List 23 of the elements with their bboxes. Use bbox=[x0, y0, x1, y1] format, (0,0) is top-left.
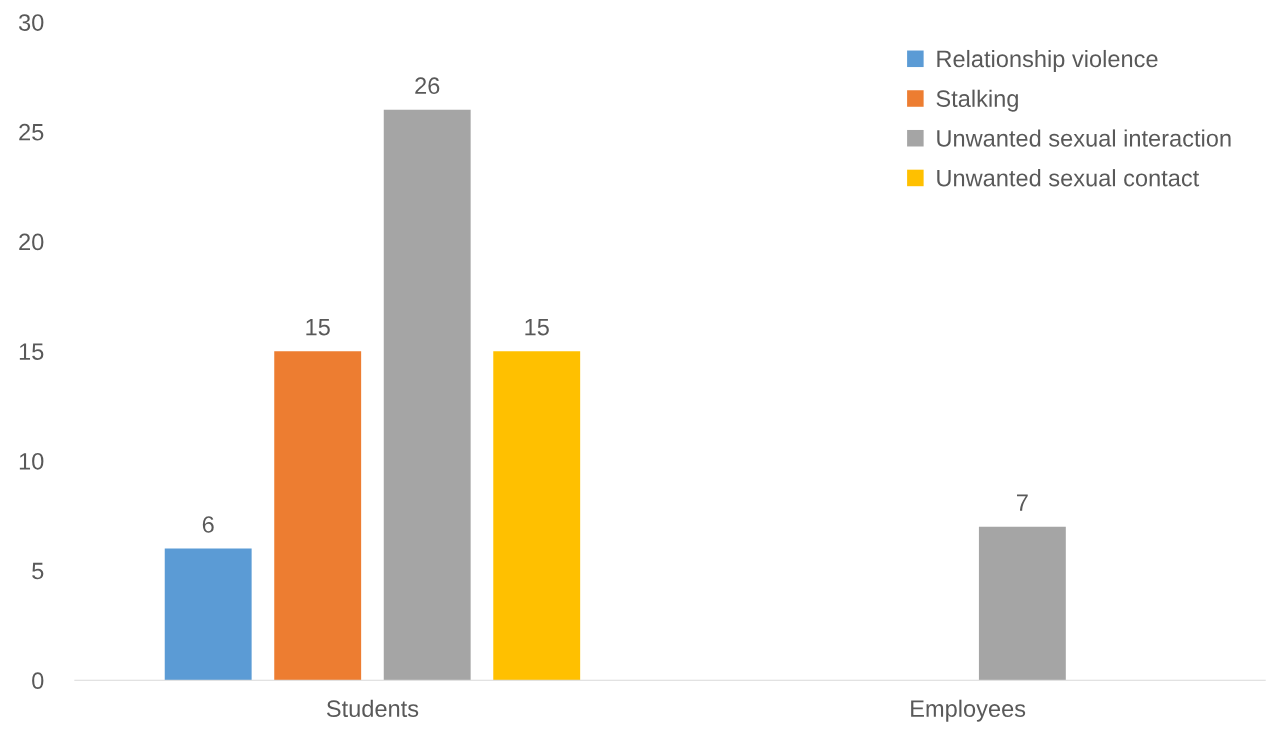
bar bbox=[493, 351, 581, 681]
y-tick-label: 30 bbox=[18, 14, 44, 31]
bar bbox=[274, 351, 362, 681]
data-label: 26 bbox=[415, 77, 440, 95]
bar bbox=[383, 109, 471, 681]
data-label: 15 bbox=[525, 318, 549, 336]
y-tick-label: 10 bbox=[19, 452, 44, 470]
y-tick-label: 20 bbox=[19, 233, 44, 251]
legend-label: Relationship violence bbox=[937, 49, 1158, 72]
y-tick-label: 0 bbox=[32, 672, 44, 690]
x-tick-label: Employees bbox=[911, 699, 1026, 722]
y-tick-label: 15 bbox=[19, 343, 44, 360]
bar bbox=[164, 548, 252, 681]
legend-label: Unwanted sexual interaction bbox=[937, 129, 1231, 147]
x-tick-label: Students bbox=[326, 699, 419, 718]
bar bbox=[978, 526, 1066, 681]
data-label: 15 bbox=[306, 318, 330, 336]
legend-label: Unwanted sexual contact bbox=[937, 169, 1200, 187]
data-label: 6 bbox=[202, 516, 214, 533]
y-tick-label: 25 bbox=[19, 123, 44, 141]
legend-label: Stalking bbox=[936, 89, 1018, 112]
data-label: 7 bbox=[1017, 494, 1028, 511]
y-tick-label: 5 bbox=[32, 562, 44, 580]
